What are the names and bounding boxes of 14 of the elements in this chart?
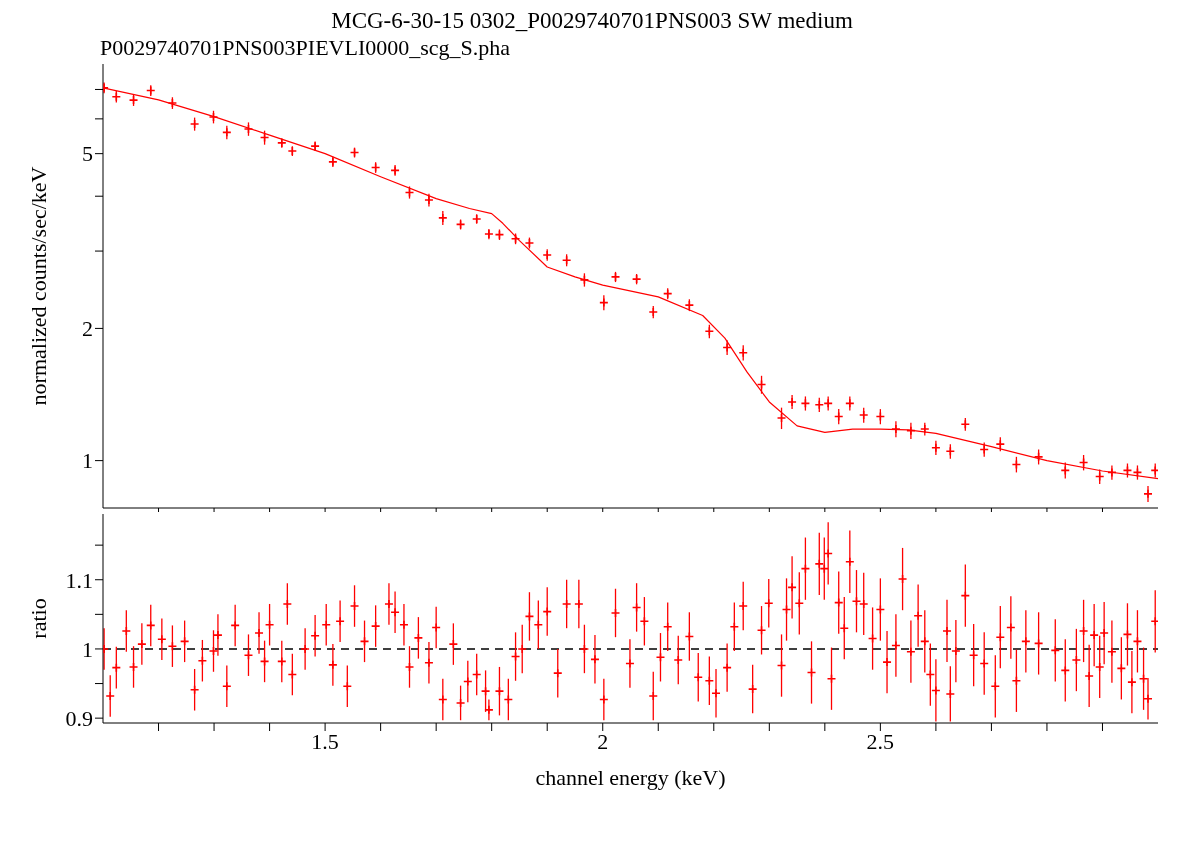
- x-tick-label: 2: [597, 728, 609, 754]
- y-tick-label: 0.9: [65, 705, 93, 731]
- y-tick-label: 2: [82, 316, 93, 342]
- y-tick-label: 1.1: [65, 567, 93, 593]
- chart-subtitle: P0029740701PNS003PIEVLI0000_scg_S.pha: [99, 34, 512, 62]
- x-tick-label: 1.5: [311, 728, 339, 754]
- y-axis-title: normalized counts/sec/keV: [25, 166, 51, 406]
- x-tick-label: 2.5: [866, 728, 895, 754]
- x-axis-title: channel energy (keV): [535, 765, 726, 790]
- y-tick-label: 1: [82, 448, 93, 474]
- y-axis-title: ratio: [25, 598, 51, 639]
- chart-title: MCG-6-30-15 0302_P0029740701PNS003 SW medium: [330, 8, 854, 34]
- y-tick-label: 5: [82, 141, 93, 167]
- y-tick-label: 1: [82, 636, 93, 662]
